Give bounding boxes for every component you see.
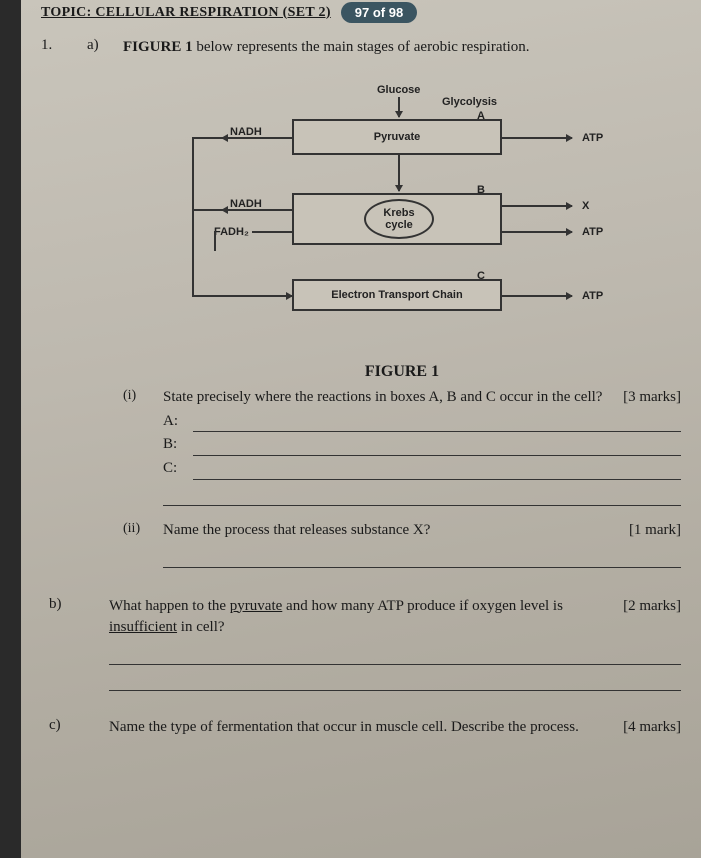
sub-ii-text: Name the process that releases substance…	[163, 520, 611, 542]
header: TOPIC: CELLULAR RESPIRATION (SET 2) 97 o…	[41, 0, 681, 31]
glycolysis-label: Glycolysis	[442, 95, 497, 110]
fadh2-label: FADH₂	[214, 225, 249, 240]
arrow-glucose-down	[398, 97, 400, 117]
part-c-marks: [4 marks]	[615, 717, 681, 739]
line-left-top	[192, 137, 222, 139]
arrow-pyr-krebs	[398, 155, 400, 191]
part-a-label: a)	[87, 37, 111, 574]
arrow-to-etc	[192, 295, 292, 297]
part-c-body: Name the type of fermentation that occur…	[109, 717, 681, 739]
arrow-atp-a	[502, 137, 572, 139]
box-c: Electron Transport Chain	[292, 279, 502, 311]
question-1: 1. a) FIGURE 1 below represents the main…	[41, 37, 681, 574]
arrow-atp-c	[502, 295, 572, 297]
answer-b-line	[193, 436, 681, 456]
part-b-line-2	[109, 669, 681, 691]
arrow-x	[502, 205, 572, 207]
krebs-label: Krebs cycle	[383, 207, 414, 231]
part-b-text: What happen to the pyruvate and how many…	[109, 596, 605, 640]
answer-c-line	[193, 460, 681, 480]
arrow-atp-b	[502, 231, 572, 233]
answer-b-row: B:	[163, 434, 681, 456]
topic-title: TOPIC: CELLULAR RESPIRATION (SET 2)	[41, 5, 331, 21]
line-left-vert	[192, 137, 194, 295]
sub-question-i: (i) State precisely where the reactions …	[123, 387, 681, 510]
box-a: Pyruvate	[292, 119, 502, 155]
line-fadh2	[252, 231, 292, 233]
nadh-label-1: NADH	[230, 125, 262, 140]
question-number: 1.	[41, 37, 75, 574]
answer-a-line	[193, 412, 681, 432]
figure-ref: FIGURE 1	[123, 39, 193, 55]
answer-ii-line	[163, 546, 681, 568]
sub-ii-marks: [1 mark]	[621, 520, 681, 542]
figure-caption: FIGURE 1	[123, 361, 681, 383]
part-a-body: FIGURE 1 below represents the main stage…	[123, 37, 681, 574]
answer-b-label: B:	[163, 434, 187, 456]
sub-i-body: State precisely where the reactions in b…	[163, 387, 681, 510]
part-b-line-1	[109, 643, 681, 665]
label-c: C	[477, 269, 485, 284]
atp-label-3: ATP	[582, 289, 603, 304]
answer-a-row: A:	[163, 411, 681, 433]
answer-c-row: C:	[163, 458, 681, 480]
part-c-text: Name the type of fermentation that occur…	[109, 717, 605, 739]
page-counter-badge: 97 of 98	[341, 2, 417, 23]
sub-ii-body: Name the process that releases substance…	[163, 520, 681, 572]
sub-i-text: State precisely where the reactions in b…	[163, 387, 605, 409]
intro-rest: below represents the main stages of aero…	[193, 39, 530, 55]
nadh-label-2: NADH	[230, 197, 262, 212]
line-fadh-down	[214, 231, 216, 251]
part-b-body: What happen to the pyruvate and how many…	[109, 596, 681, 696]
answer-a-label: A:	[163, 411, 187, 433]
sub-i-num: (i)	[123, 387, 153, 510]
part-c: c) Name the type of fermentation that oc…	[41, 717, 681, 739]
answer-c-label: C:	[163, 458, 187, 480]
atp-label-1: ATP	[582, 131, 603, 146]
etc-label: Electron Transport Chain	[331, 288, 462, 303]
atp-label-2: ATP	[582, 225, 603, 240]
sub-i-marks: [3 marks]	[615, 387, 681, 409]
label-b: B	[477, 183, 485, 198]
part-b-label: b)	[41, 596, 97, 696]
x-label: X	[582, 199, 589, 214]
intro-text: FIGURE 1 below represents the main stage…	[123, 37, 681, 57]
worksheet-page: TOPIC: CELLULAR RESPIRATION (SET 2) 97 o…	[21, 0, 701, 858]
part-c-label: c)	[41, 717, 97, 739]
krebs-oval: Krebs cycle	[364, 199, 434, 239]
part-b-marks: [2 marks]	[615, 596, 681, 618]
sub-question-ii: (ii) Name the process that releases subs…	[123, 520, 681, 572]
answer-extra-line	[163, 484, 681, 506]
line-left-mid	[192, 209, 222, 211]
label-a: A	[477, 109, 485, 124]
glucose-label: Glucose	[377, 83, 420, 98]
part-b: b) What happen to the pyruvate and how m…	[41, 596, 681, 696]
pyruvate-label: Pyruvate	[374, 130, 420, 145]
sub-ii-num: (ii)	[123, 520, 153, 572]
respiration-diagram: Glucose Glycolysis Pyruvate A NADH ATP	[152, 83, 652, 343]
